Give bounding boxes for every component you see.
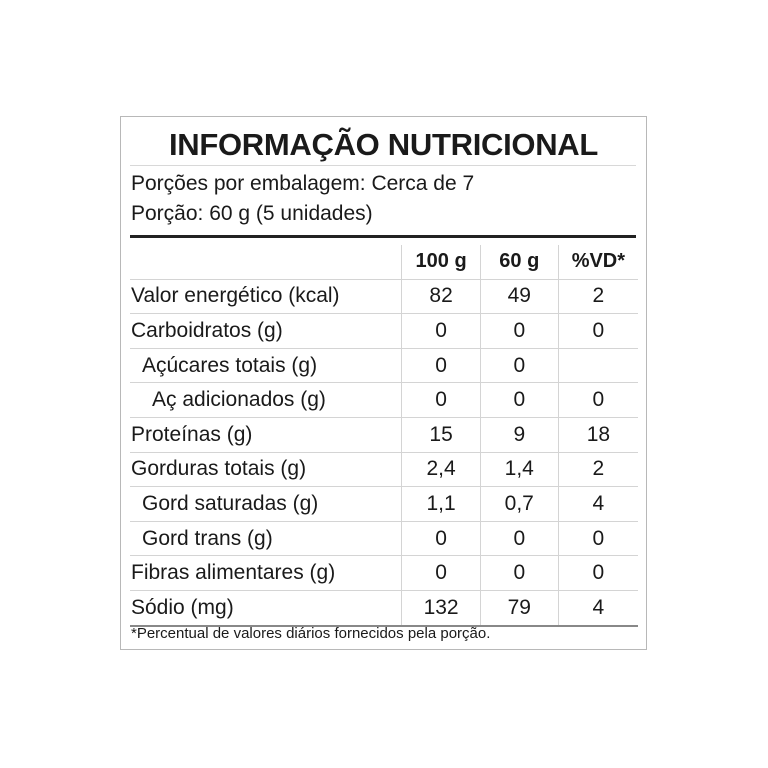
value-60g: 0,7 — [479, 486, 559, 522]
value-100g: 0 — [401, 348, 481, 384]
value-100g: 0 — [401, 521, 481, 557]
value-vd: 2 — [557, 452, 638, 488]
value-vd: 4 — [557, 590, 638, 627]
nutrient-label: Carboidratos (g) — [130, 313, 402, 349]
value-60g: 1,4 — [479, 452, 559, 488]
value-60g: 0 — [479, 382, 559, 418]
value-vd: 4 — [557, 486, 638, 522]
nutrient-label: Valor energético (kcal) — [130, 279, 402, 315]
thick-divider — [130, 235, 636, 238]
servings-per-package: Porções por embalagem: Cerca de 7 — [131, 172, 475, 195]
value-vd: 0 — [557, 555, 638, 591]
nutrient-label: Gorduras totais (g) — [130, 452, 402, 488]
table-row: Sódio (mg) 132 79 4 — [130, 590, 638, 627]
value-vd: 0 — [557, 382, 638, 418]
value-vd: 0 — [557, 521, 638, 557]
value-60g: 0 — [479, 348, 559, 384]
value-60g: 9 — [479, 417, 559, 453]
value-100g: 82 — [401, 279, 481, 315]
value-60g: 0 — [479, 521, 559, 557]
table-row: Carboidratos (g) 0 0 0 — [130, 313, 638, 349]
column-header-60g: 60 g — [479, 245, 559, 280]
nutrient-label: Aç adicionados (g) — [130, 382, 402, 418]
footnote: *Percentual de valores diários fornecido… — [131, 625, 491, 642]
value-100g: 2,4 — [401, 452, 481, 488]
nutrient-label: Gord saturadas (g) — [130, 486, 402, 522]
value-60g: 79 — [479, 590, 559, 627]
column-header-100g: 100 g — [401, 245, 481, 280]
value-60g: 0 — [479, 313, 559, 349]
value-vd: 18 — [557, 417, 638, 453]
nutrient-label: Gord trans (g) — [130, 521, 402, 557]
value-vd: 0 — [557, 313, 638, 349]
value-vd — [557, 348, 638, 384]
value-60g: 49 — [479, 279, 559, 315]
nutrition-table: 100 g 60 g %VD* Valor energético (kcal) 8… — [130, 245, 638, 627]
column-header-vd: %VD* — [557, 245, 638, 280]
value-vd: 2 — [557, 279, 638, 315]
value-100g: 0 — [401, 555, 481, 591]
nutrient-label: Fibras alimentares (g) — [130, 555, 402, 591]
table-row: Proteínas (g) 15 9 18 — [130, 417, 638, 453]
value-100g: 15 — [401, 417, 481, 453]
nutrient-label: Proteínas (g) — [130, 417, 402, 453]
table-row: Valor energético (kcal) 82 49 2 — [130, 279, 638, 315]
label-title: INFORMAÇÃO NUTRICIONAL — [168, 127, 599, 162]
value-100g: 1,1 — [401, 486, 481, 522]
value-60g: 0 — [479, 555, 559, 591]
nutrient-label: Sódio (mg) — [130, 590, 402, 627]
table-row: Gord saturadas (g) 1,1 0,7 4 — [130, 486, 638, 522]
value-100g: 0 — [401, 382, 481, 418]
table-row: Gord trans (g) 0 0 0 — [130, 521, 638, 557]
value-100g: 0 — [401, 313, 481, 349]
serving-size: Porção: 60 g (5 unidades) — [131, 202, 373, 225]
table-row: Gorduras totais (g) 2,4 1,4 2 — [130, 452, 638, 488]
table-row: Fibras alimentares (g) 0 0 0 — [130, 555, 638, 591]
nutrition-facts-label: INFORMAÇÃO NUTRICIONAL Porções por embal… — [120, 116, 647, 650]
value-100g: 132 — [401, 590, 481, 627]
table-row: Açúcares totais (g) 0 0 — [130, 348, 638, 384]
nutrient-label: Açúcares totais (g) — [130, 348, 402, 384]
column-header-nutrient — [130, 245, 402, 280]
divider — [130, 165, 636, 166]
table-row: Aç adicionados (g) 0 0 0 — [130, 382, 638, 418]
table-header-row: 100 g 60 g %VD* — [130, 245, 638, 280]
